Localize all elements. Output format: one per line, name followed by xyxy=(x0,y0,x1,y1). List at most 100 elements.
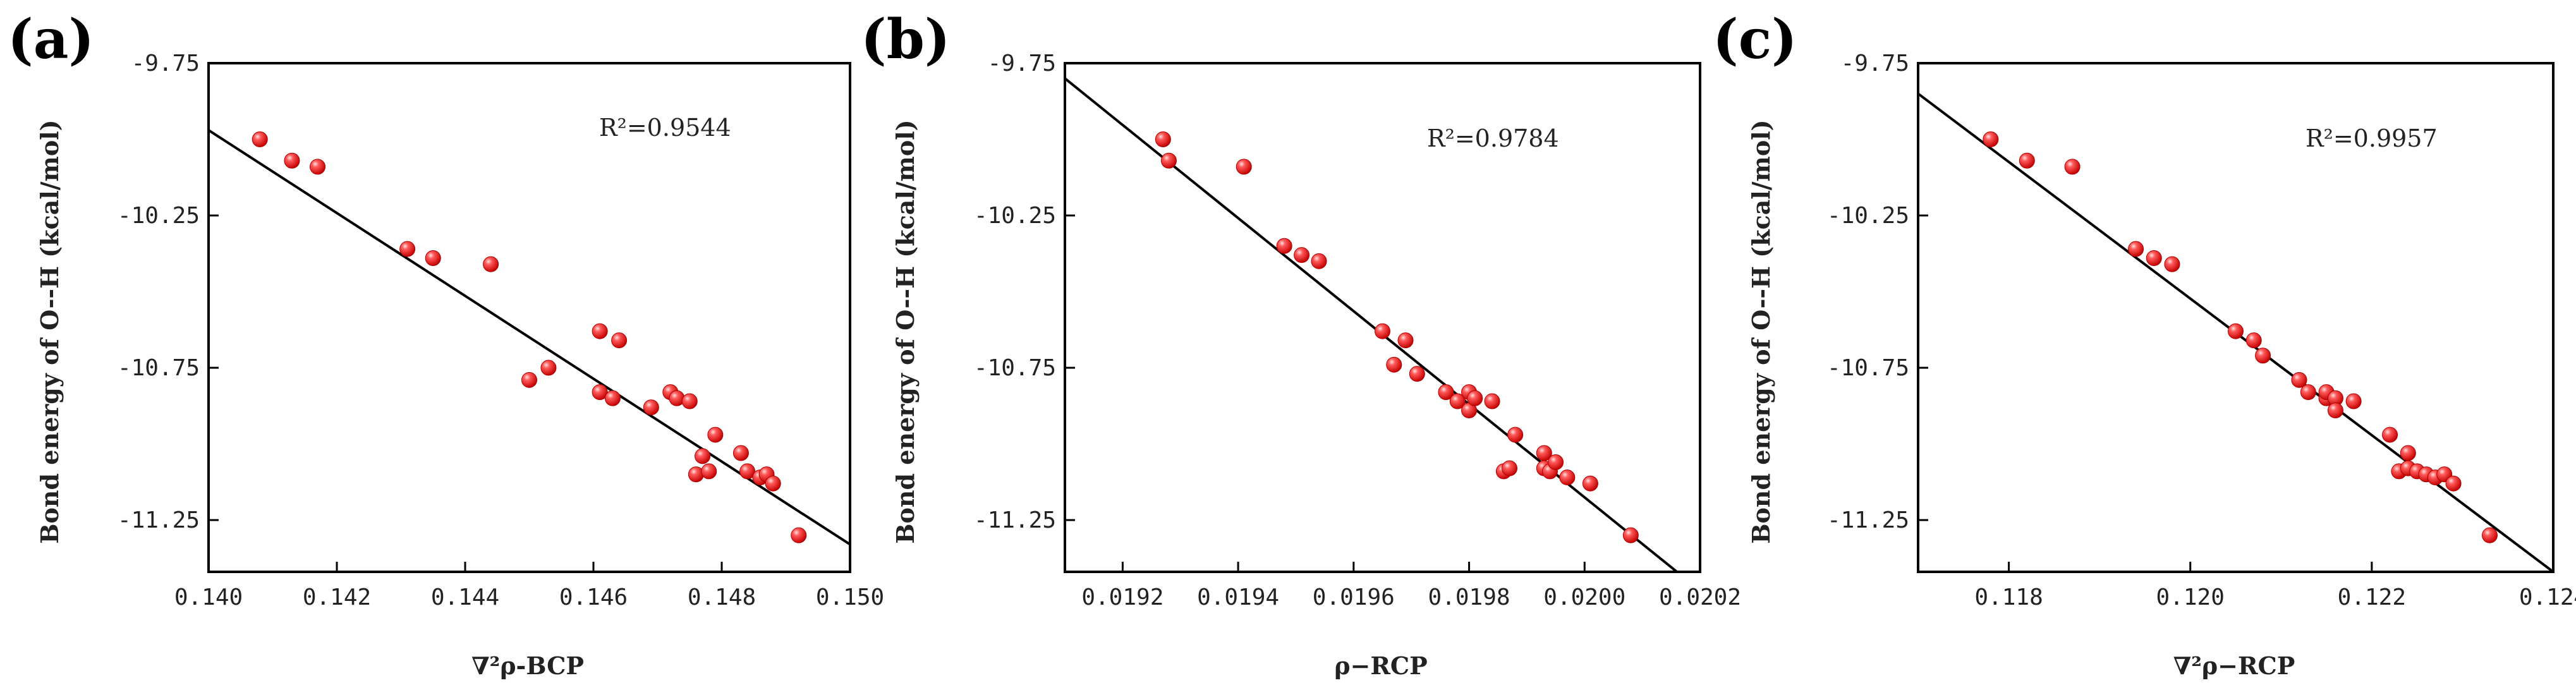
data-point-a xyxy=(604,390,621,406)
data-point-c xyxy=(2245,332,2262,349)
data-point-a xyxy=(732,445,749,461)
panel-label-c: (c) xyxy=(1713,8,1797,71)
y-tick-label-a: -10.25 xyxy=(118,203,200,229)
ticks-c: 0.118 0.120 0.122 0.124 -9.75 -10.25 -10.75 -11… xyxy=(1827,51,2576,610)
x-tick-label-b: 0.0192 xyxy=(1081,584,1163,610)
y-tick-label-b: -10.75 xyxy=(974,355,1056,381)
data-point-c xyxy=(2300,384,2316,401)
data-point-b xyxy=(1548,454,1564,470)
points-b xyxy=(1155,131,1639,543)
data-point-a xyxy=(707,427,724,443)
data-point-c xyxy=(2291,372,2307,388)
data-point-c xyxy=(1983,131,1999,148)
x-tick-label-b: 0.0196 xyxy=(1313,584,1395,610)
data-point-a xyxy=(643,399,659,416)
data-point-a xyxy=(284,152,300,169)
r2-annotation-c: R²=0.9957 xyxy=(2306,124,2438,152)
points-a xyxy=(252,131,807,543)
x-tick-label-a: 0.148 xyxy=(688,584,756,610)
data-point-a xyxy=(310,159,326,175)
y-tick-label-b: -9.75 xyxy=(988,51,1056,76)
data-point-b xyxy=(1155,131,1171,148)
data-point-a xyxy=(592,384,608,401)
y-axis-title-b: Bond energy of O--H (kcal/mol) xyxy=(891,119,920,543)
data-point-a xyxy=(399,241,416,257)
data-point-a xyxy=(681,393,698,409)
data-point-b xyxy=(1386,356,1402,373)
data-point-a xyxy=(739,463,756,480)
data-point-a xyxy=(252,131,268,148)
plot-frame-b xyxy=(1064,62,1701,573)
data-point-c xyxy=(2019,152,2035,169)
data-point-c xyxy=(2146,250,2162,267)
x-axis-title-c: ∇²ρ−RCP xyxy=(2173,651,2295,680)
data-point-a xyxy=(701,463,717,480)
data-point-b xyxy=(1582,475,1598,492)
y-tick-label-b: -10.25 xyxy=(974,203,1056,229)
points-c xyxy=(1983,131,2498,543)
panel-a: (a) Bond energy of O--H (kcal/mol) ∇²ρ-B… xyxy=(8,8,884,680)
data-point-c xyxy=(2327,402,2343,419)
x-tick-label-b: 0.0200 xyxy=(1543,584,1625,610)
x-tick-label-b: 0.0202 xyxy=(1659,584,1741,610)
data-point-c xyxy=(2128,241,2144,257)
data-point-c xyxy=(2255,348,2271,364)
data-point-b xyxy=(1484,393,1500,409)
data-point-b xyxy=(1622,527,1639,543)
data-point-c xyxy=(2228,323,2244,339)
x-tick-label-b: 0.0194 xyxy=(1197,584,1279,610)
data-point-b xyxy=(1236,159,1252,175)
y-tick-label-a: -9.75 xyxy=(131,51,200,76)
y-tick-label-a: -11.25 xyxy=(118,507,200,533)
y-tick-label-a: -10.75 xyxy=(118,355,200,381)
y-tick-label-c: -10.25 xyxy=(1827,203,1909,229)
data-point-a xyxy=(483,256,499,272)
x-tick-label-a: 0.142 xyxy=(303,584,371,610)
y-tick-label-b: -11.25 xyxy=(974,507,1056,533)
x-tick-label-c: 0.124 xyxy=(2519,584,2576,610)
data-point-c xyxy=(2064,159,2081,175)
data-point-c xyxy=(2345,393,2362,409)
data-point-b xyxy=(1438,384,1454,401)
data-point-b xyxy=(1397,332,1414,349)
r2-annotation-a: R²=0.9544 xyxy=(599,114,731,142)
data-point-b xyxy=(1160,152,1177,169)
data-point-b xyxy=(1467,390,1483,406)
x-axis-title-a: ∇²ρ-BCP xyxy=(471,651,584,680)
data-point-b xyxy=(1502,460,1517,476)
ticks-a: 0.140 0.142 0.144 0.146 0.148 0.150 -9.75 -10.2… xyxy=(118,51,884,610)
x-tick-label-a: 0.146 xyxy=(559,584,628,610)
data-point-a xyxy=(425,250,441,267)
x-tick-label-a: 0.140 xyxy=(174,584,243,610)
data-point-c xyxy=(2382,427,2398,443)
data-point-a xyxy=(611,332,628,349)
data-point-c xyxy=(2400,445,2416,461)
data-point-c xyxy=(2445,475,2462,492)
panel-b: (b) Bond energy of O--H (kcal/mol) ρ−RCP… xyxy=(861,8,1741,680)
y-tick-label-c: -11.25 xyxy=(1827,507,1909,533)
data-point-a xyxy=(765,475,781,492)
data-point-a xyxy=(695,448,711,464)
data-point-b xyxy=(1276,238,1292,254)
data-point-b xyxy=(1507,427,1524,443)
data-point-a xyxy=(521,372,537,388)
data-point-b xyxy=(1311,253,1327,269)
y-axis-title-a: Bond energy of O--H (kcal/mol) xyxy=(35,119,64,543)
plot-frame-a xyxy=(207,62,851,573)
data-point-b xyxy=(1375,323,1390,339)
data-point-a xyxy=(791,527,807,543)
data-point-b xyxy=(1559,469,1576,486)
plot-frame-c xyxy=(1917,62,2555,573)
panel-label-b: (b) xyxy=(861,8,951,71)
data-point-b xyxy=(1409,366,1425,382)
data-point-a xyxy=(592,323,608,339)
data-point-c xyxy=(2482,527,2498,543)
data-point-b xyxy=(1449,393,1466,409)
x-axis-title-b: ρ−RCP xyxy=(1334,651,1428,680)
ticks-b: 0.0192 0.0194 0.0196 0.0198 0.0200 0.0202 -9.7… xyxy=(974,51,1741,610)
x-tick-label-a: 0.150 xyxy=(816,584,884,610)
panel-label-a: (a) xyxy=(8,8,94,71)
y-tick-label-c: -10.75 xyxy=(1827,355,1909,381)
data-point-b xyxy=(1294,247,1310,263)
